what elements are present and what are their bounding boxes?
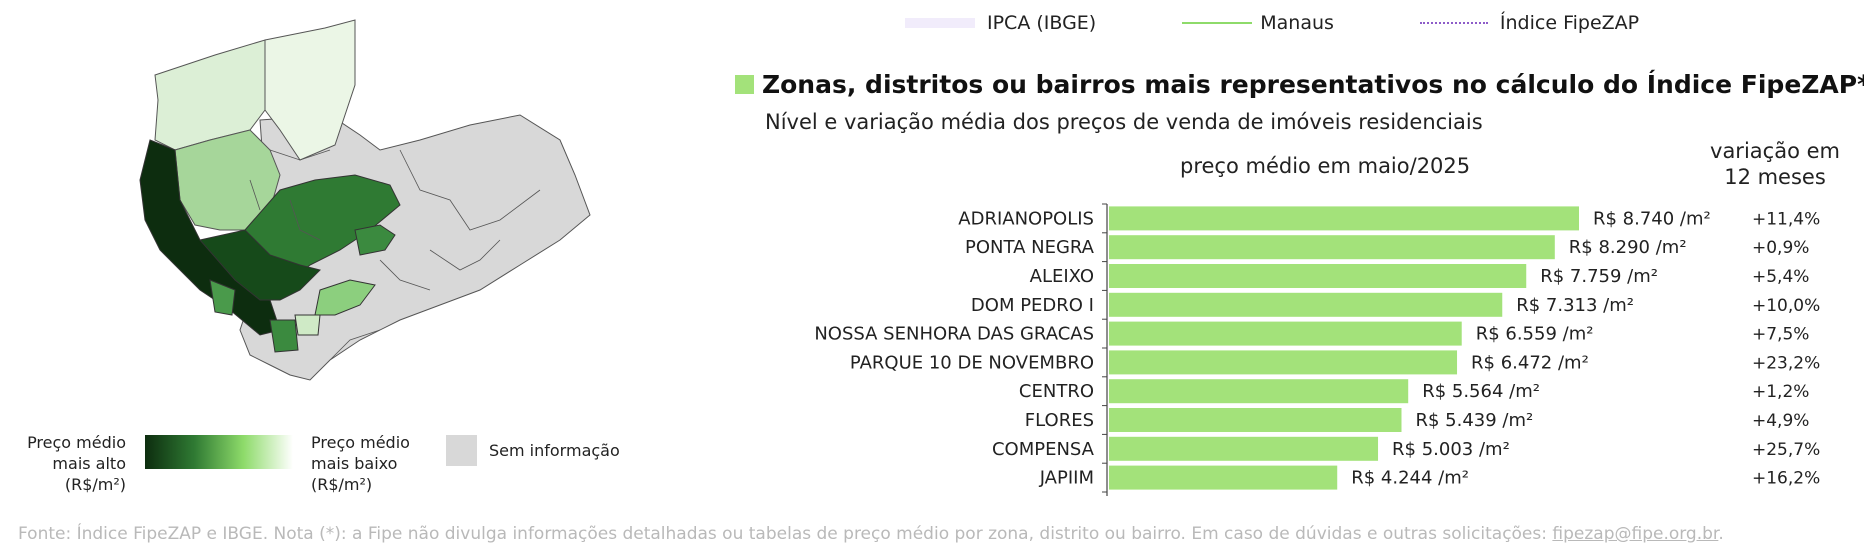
variation-label: +11,4% xyxy=(1752,209,1820,229)
price-column-header: preço médio em maio/2025 xyxy=(1180,154,1471,178)
footer-end: . xyxy=(1718,524,1724,544)
category-label: COMPENSA xyxy=(992,439,1095,460)
bar xyxy=(1109,264,1527,288)
map-region-northeast-pale xyxy=(264,19,356,161)
value-label: R$ 4.244 /m² xyxy=(1351,468,1469,489)
map-borders xyxy=(249,149,541,361)
category-label: JAPIIM xyxy=(1039,468,1094,489)
category-label: FLORES xyxy=(1025,410,1094,431)
map-legend-low-line2: mais baixo xyxy=(311,454,398,473)
bar xyxy=(1109,465,1338,490)
category-label: PARQUE 10 DE NOVEMBRO xyxy=(850,352,1094,373)
bar xyxy=(1109,408,1402,432)
legend-item-ipca: IPCA (IBGE) xyxy=(905,12,1096,34)
top-legend: IPCA (IBGE) Manaus Índice FipeZAP xyxy=(905,10,1725,36)
map-region-pale-south xyxy=(294,314,321,336)
category-label: ALEIXO xyxy=(1030,266,1094,287)
category-label: DOM PEDRO I xyxy=(971,295,1094,316)
map-region-mid-east xyxy=(354,224,396,256)
manaus-swatch xyxy=(1182,22,1253,24)
map-region-mid-southwest xyxy=(209,279,236,316)
bar xyxy=(1109,292,1503,317)
map-legend-gradient xyxy=(145,435,293,469)
category-label: ADRIANOPOLIS xyxy=(958,208,1094,229)
bar xyxy=(1109,379,1409,404)
ipca-swatch xyxy=(905,18,975,28)
footer-email-link[interactable]: fipezap@fipe.org.br xyxy=(1552,524,1719,544)
variation-label: +25,7% xyxy=(1752,440,1820,460)
bar xyxy=(1109,436,1379,461)
variation-column-header: variação em 12 meses xyxy=(1705,138,1845,190)
map-region-mid-south xyxy=(269,319,299,353)
category-label: NOSSA SENHORA DAS GRACAS xyxy=(814,324,1094,345)
chart-subtitle: Nível e variação média dos preços de ven… xyxy=(765,110,1483,134)
legend-item-manaus: Manaus xyxy=(1182,12,1334,34)
value-label: R$ 8.290 /m² xyxy=(1569,237,1687,258)
no-data-label: Sem informação xyxy=(489,441,620,460)
variation-header-line2: 12 meses xyxy=(1724,165,1826,189)
value-label: R$ 6.559 /m² xyxy=(1476,324,1594,345)
variation-label: +0,9% xyxy=(1752,238,1809,258)
bar xyxy=(1109,350,1458,375)
variation-label: +23,2% xyxy=(1752,353,1820,373)
variation-label: +16,2% xyxy=(1752,469,1820,489)
footer-note: Fonte: Índice FipeZAP e IBGE. Nota (*): … xyxy=(18,524,1724,544)
value-label: R$ 5.003 /m² xyxy=(1392,439,1510,460)
map-legend-high: Preço médio mais alto (R$/m²) xyxy=(14,432,126,495)
bar xyxy=(1109,206,1579,231)
title-marker xyxy=(735,75,754,94)
variation-label: +7,5% xyxy=(1752,325,1809,345)
map-legend-high-line1: Preço médio xyxy=(27,433,126,452)
fipezap-swatch xyxy=(1419,22,1488,24)
chart-title: Zonas, distritos ou bairros mais represe… xyxy=(762,70,1864,99)
map-legend-high-line3: (R$/m²) xyxy=(64,475,126,494)
legend-label-ipca: IPCA (IBGE) xyxy=(987,12,1097,34)
variation-label: +10,0% xyxy=(1752,296,1820,316)
value-label: R$ 8.740 /m² xyxy=(1593,208,1711,229)
map-region-dark-center xyxy=(199,229,321,301)
value-label: R$ 5.439 /m² xyxy=(1415,410,1533,431)
category-label: PONTA NEGRA xyxy=(965,237,1095,258)
legend-item-fipezap: Índice FipeZAP xyxy=(1419,12,1640,34)
map-legend-low: Preço médio mais baixo (R$/m²) xyxy=(311,432,431,495)
value-label: R$ 5.564 /m² xyxy=(1422,381,1540,402)
category-label: CENTRO xyxy=(1019,381,1094,402)
variation-label: +4,9% xyxy=(1752,411,1809,431)
manaus-map xyxy=(139,19,591,381)
variation-header-line1: variação em xyxy=(1710,139,1840,163)
variation-label: +1,2% xyxy=(1752,382,1809,402)
bar xyxy=(1109,235,1555,260)
map-legend-low-line3: (R$/m²) xyxy=(311,475,373,494)
bar xyxy=(1109,321,1462,346)
legend-label-manaus: Manaus xyxy=(1260,12,1334,34)
value-label: R$ 6.472 /m² xyxy=(1471,352,1589,373)
footer-text: Fonte: Índice FipeZAP e IBGE. Nota (*): … xyxy=(18,524,1553,544)
variation-label: +5,4% xyxy=(1752,267,1809,287)
map-legend-low-line1: Preço médio xyxy=(311,433,410,452)
map-legend-high-line2: mais alto xyxy=(52,454,126,473)
value-label: R$ 7.759 /m² xyxy=(1540,266,1658,287)
value-label: R$ 7.313 /m² xyxy=(1516,295,1634,316)
no-data-swatch xyxy=(446,435,477,466)
legend-label-fipezap: Índice FipeZAP xyxy=(1499,12,1640,34)
